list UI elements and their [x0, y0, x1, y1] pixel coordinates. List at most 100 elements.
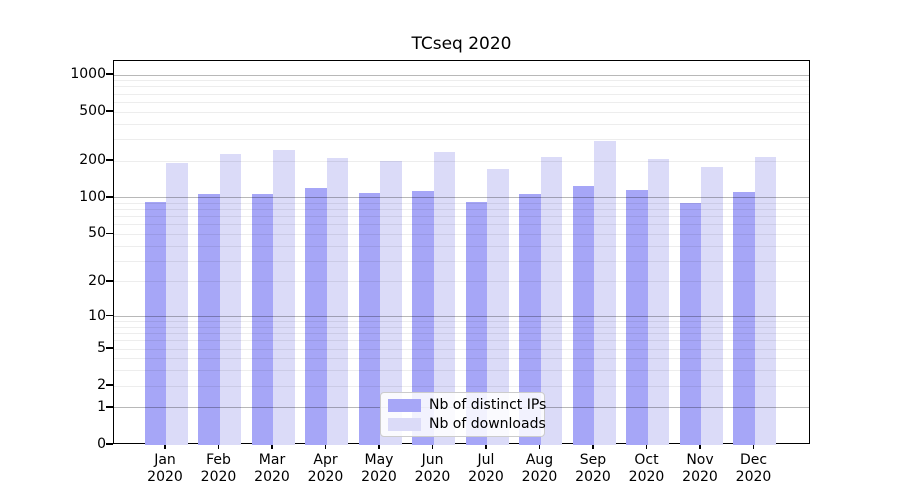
y-tick-label-10: 10 [88, 307, 106, 324]
gridline-minor-60 [114, 224, 809, 226]
x-tick-label-dec: Dec 2020 [735, 452, 772, 485]
bar-ips-apr [305, 188, 327, 445]
gridline-minor-40 [114, 245, 809, 247]
bar-ips-mar [251, 193, 273, 445]
y-tick-label-2: 2 [97, 377, 106, 394]
bar-ips-nov [679, 203, 701, 445]
bar-downloads-apr [326, 157, 348, 445]
bar-ips-dec [733, 192, 755, 445]
y-tick-1 [106, 406, 113, 408]
gridline-major-100 [114, 197, 809, 199]
bar-downloads-dec [754, 156, 776, 445]
x-tick-oct [645, 444, 648, 449]
gridline-minor-90 [114, 202, 809, 204]
bar-downloads-feb [219, 154, 241, 445]
legend-item-downloads: Nb of downloads [388, 416, 546, 432]
x-tick-may [378, 444, 380, 449]
plot-area: Nb of distinct IPs Nb of downloads [113, 60, 810, 445]
y-tick-20 [106, 280, 113, 282]
y-tick-label-500: 500 [79, 103, 106, 120]
bar-ips-sep [572, 185, 594, 445]
bar-ips-feb [198, 194, 220, 445]
bar-ips-oct [626, 190, 648, 445]
gridline-minor-80 [114, 209, 809, 211]
gridline-minor-5 [114, 348, 809, 350]
y-tick-label-20: 20 [88, 272, 106, 289]
bar-downloads-nov [701, 167, 723, 445]
gridline-minor-3 [114, 370, 809, 372]
bar-downloads-jan [166, 163, 188, 445]
gridline-major-1000 [114, 74, 809, 76]
gridline-minor-600 [114, 101, 809, 103]
bar-downloads-may [380, 160, 402, 445]
gridline-minor-30 [114, 260, 809, 262]
gridline-minor-200 [114, 160, 809, 162]
x-tick-jul [485, 444, 487, 449]
x-tick-label-may: May 2020 [361, 452, 397, 485]
y-tick-label-0: 0 [97, 436, 106, 452]
x-tick-label-sep: Sep 2020 [575, 452, 611, 485]
x-tick-nov [699, 444, 701, 449]
y-tick-500 [106, 110, 113, 112]
x-tick-jan [164, 444, 166, 449]
y-tick-label-1: 1 [97, 398, 106, 415]
x-tick-mar [271, 444, 273, 449]
bars-layer [114, 61, 809, 445]
x-tick-label-jun: Jun 2020 [414, 452, 451, 485]
grid-layer [114, 61, 809, 443]
x-tick-label-feb: Feb 2020 [200, 452, 237, 485]
bar-ips-jan [144, 201, 166, 445]
y-tick-0 [106, 443, 113, 445]
bar-downloads-mar [273, 150, 295, 445]
bar-ips-jul [465, 202, 487, 445]
x-tick-label-oct: Oct 2020 [628, 452, 665, 485]
y-tick-50 [106, 232, 113, 235]
gridline-minor-500 [114, 111, 809, 113]
x-tick-label-mar: Mar 2020 [254, 452, 290, 485]
y-tick-5 [106, 347, 113, 349]
bar-ips-aug [519, 194, 541, 445]
bar-downloads-jun [433, 152, 455, 445]
y-tick-1000 [106, 73, 113, 75]
gridline-minor-900 [114, 80, 809, 82]
gridline-major-10 [114, 316, 809, 318]
x-tick-label-apr: Apr 2020 [307, 452, 344, 485]
bar-downloads-aug [540, 157, 562, 445]
gridline-minor-8 [114, 326, 809, 328]
gridline-minor-7 [114, 333, 809, 335]
x-tick-feb [217, 444, 220, 449]
y-tick-label-1000: 1000 [70, 66, 106, 83]
x-tick-label-nov: Nov 2020 [682, 452, 718, 485]
y-tick-label-50: 50 [88, 225, 106, 242]
x-tick-dec [752, 444, 755, 449]
bar-downloads-jul [487, 169, 509, 445]
x-tick-label-jul: Jul 2020 [468, 452, 504, 485]
gridline-minor-4 [114, 358, 809, 360]
gridline-minor-9 [114, 321, 809, 323]
bar-ips-may [358, 193, 380, 445]
gridline-minor-50 [114, 233, 809, 235]
y-tick-label-5: 5 [97, 340, 106, 357]
x-tick-apr [324, 444, 327, 449]
legend-label-distinct-ips: Nb of distinct IPs [429, 397, 547, 413]
gridline-minor-20 [114, 281, 809, 283]
y-tick-10 [106, 314, 113, 317]
gridline-minor-6 [114, 340, 809, 342]
gridline-minor-70 [114, 216, 809, 218]
bar-ips-jun [412, 190, 434, 445]
chart-title: TCseq 2020 [411, 34, 512, 54]
y-tick-100 [106, 196, 113, 198]
x-tick-sep [592, 444, 594, 449]
gridline-minor-400 [114, 123, 809, 125]
bar-downloads-oct [647, 158, 669, 445]
legend-item-distinct-ips: Nb of distinct IPs [388, 397, 546, 413]
legend: Nb of distinct IPs Nb of downloads [380, 392, 546, 437]
gridline-minor-300 [114, 138, 809, 140]
gridline-minor-700 [114, 93, 809, 95]
gridline-minor-800 [114, 86, 809, 88]
bar-downloads-sep [594, 141, 616, 445]
gridline-minor-2 [114, 385, 809, 387]
x-tick-jun [431, 444, 434, 449]
legend-label-downloads: Nb of downloads [429, 416, 546, 432]
y-tick-2 [106, 384, 113, 386]
